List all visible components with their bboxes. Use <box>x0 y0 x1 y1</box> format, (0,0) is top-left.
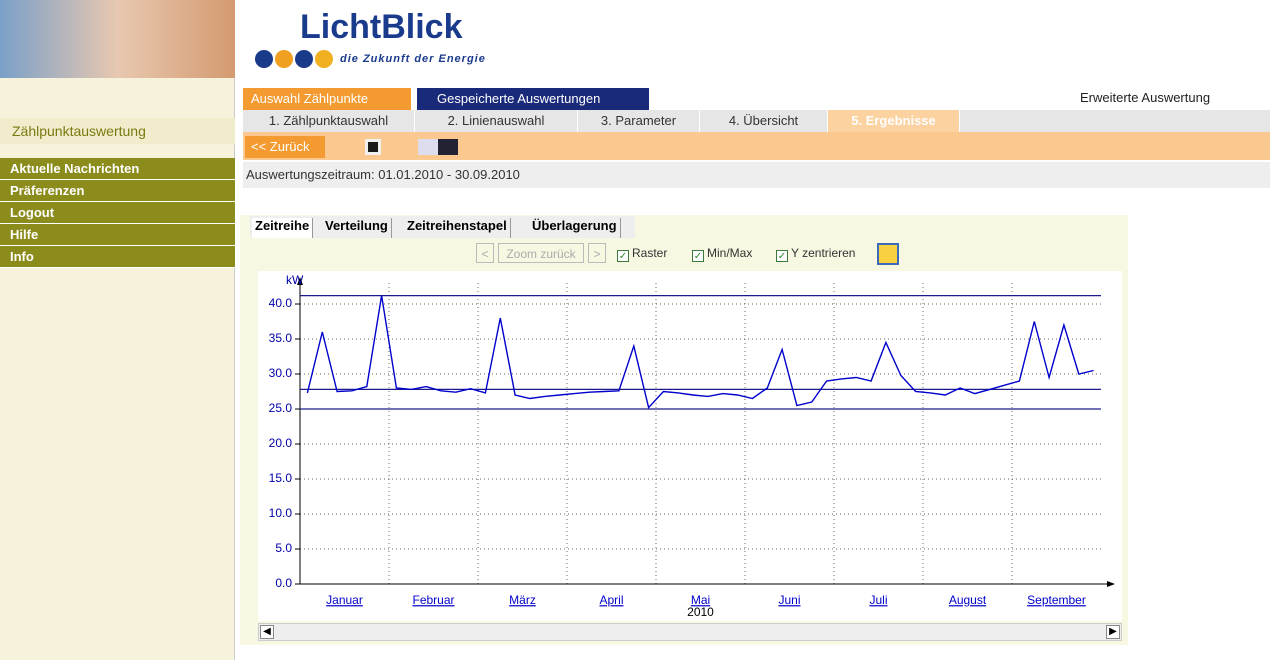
step[interactable]: 1. Zählpunktauswahl <box>243 110 415 132</box>
option-label: Min/Max <box>707 246 752 260</box>
step[interactable]: 5. Ergebnisse <box>828 110 960 132</box>
export-icon[interactable] <box>418 139 458 155</box>
step[interactable]: 2. Linienauswahl <box>415 110 578 132</box>
x-tick-label[interactable]: Januar <box>326 593 363 607</box>
view-tab[interactable]: Verteilung <box>322 218 392 238</box>
scrollbar[interactable]: ◀ ▶ <box>258 623 1122 641</box>
y-tick-label: 10.0 <box>269 506 293 520</box>
y-tick-label: 20.0 <box>269 436 293 450</box>
x-arrow <box>1107 581 1115 587</box>
menu-item[interactable]: Logout <box>0 202 235 224</box>
period: Auswertungszeitraum: 01.01.2010 - 30.09.… <box>243 162 1270 188</box>
view-tab[interactable]: Zeitreihe <box>252 218 313 238</box>
extended-link[interactable]: Erweiterte Auswertung <box>1080 90 1210 105</box>
x-tick-label[interactable]: April <box>599 593 623 607</box>
year-label: 2010 <box>687 605 714 619</box>
series-line <box>307 296 1093 408</box>
step-rest <box>960 110 1270 132</box>
y-tick-label: 40.0 <box>269 296 293 310</box>
y-tick-label: 0.0 <box>275 576 292 590</box>
x-tick-label[interactable]: März <box>509 593 536 607</box>
menu-item[interactable]: Aktuelle Nachrichten <box>0 158 235 180</box>
save-icon[interactable] <box>365 139 381 155</box>
option-label: Y zentrieren <box>791 246 855 260</box>
menu-item[interactable]: Präferenzen <box>0 180 235 202</box>
x-tick-label[interactable]: Februar <box>412 593 454 607</box>
logo: LichtBlick <box>300 8 462 47</box>
prev-button[interactable]: < <box>476 243 494 263</box>
header-photo <box>0 0 235 78</box>
view-tab[interactable]: Überlagerung <box>529 218 621 238</box>
y-tick-label: 30.0 <box>269 366 293 380</box>
y-tick-label: 15.0 <box>269 471 293 485</box>
tab[interactable]: Auswahl Zählpunkte <box>243 88 411 110</box>
step[interactable]: 4. Übersicht <box>700 110 828 132</box>
x-tick-label[interactable]: Juli <box>869 593 887 607</box>
option-label: Raster <box>632 246 667 260</box>
view-tab[interactable]: Zeitreihenstapel <box>404 218 511 238</box>
option[interactable]: ✓Raster <box>617 243 667 263</box>
y-axis-label: kW <box>286 273 304 287</box>
back-button[interactable]: << Zurück <box>245 136 325 158</box>
menu-item[interactable]: Info <box>0 246 235 268</box>
y-tick-label: 35.0 <box>269 331 293 345</box>
option[interactable]: ✓Y zentrieren <box>776 243 855 263</box>
y-tick-label: 25.0 <box>269 401 293 415</box>
slogan: die Zukunft der Energie <box>340 53 486 65</box>
play-button[interactable] <box>877 243 899 265</box>
menu-item[interactable]: Hilfe <box>0 224 235 246</box>
sidebar-title[interactable]: Zählpunktauswertung <box>0 118 235 144</box>
step[interactable]: 3. Parameter <box>578 110 700 132</box>
toolbar <box>243 132 1270 160</box>
y-tick-label: 5.0 <box>275 541 292 555</box>
x-tick-label[interactable]: September <box>1027 593 1086 607</box>
x-tick-label[interactable]: August <box>949 593 987 607</box>
option[interactable]: ✓Min/Max <box>692 243 752 263</box>
next-button[interactable]: > <box>588 243 606 263</box>
x-tick-label[interactable]: Juni <box>778 593 800 607</box>
zoom-back-button[interactable]: Zoom zurück <box>498 243 584 263</box>
page: LichtBlick die Zukunft der Energie Zählp… <box>0 0 1275 660</box>
chart: 0.0 5.0 10.0 15.0 20.0 25.0 30.0 35.0 40.0 Januar… <box>258 271 1122 621</box>
tab[interactable]: Gespeicherte Auswertungen <box>417 88 649 110</box>
